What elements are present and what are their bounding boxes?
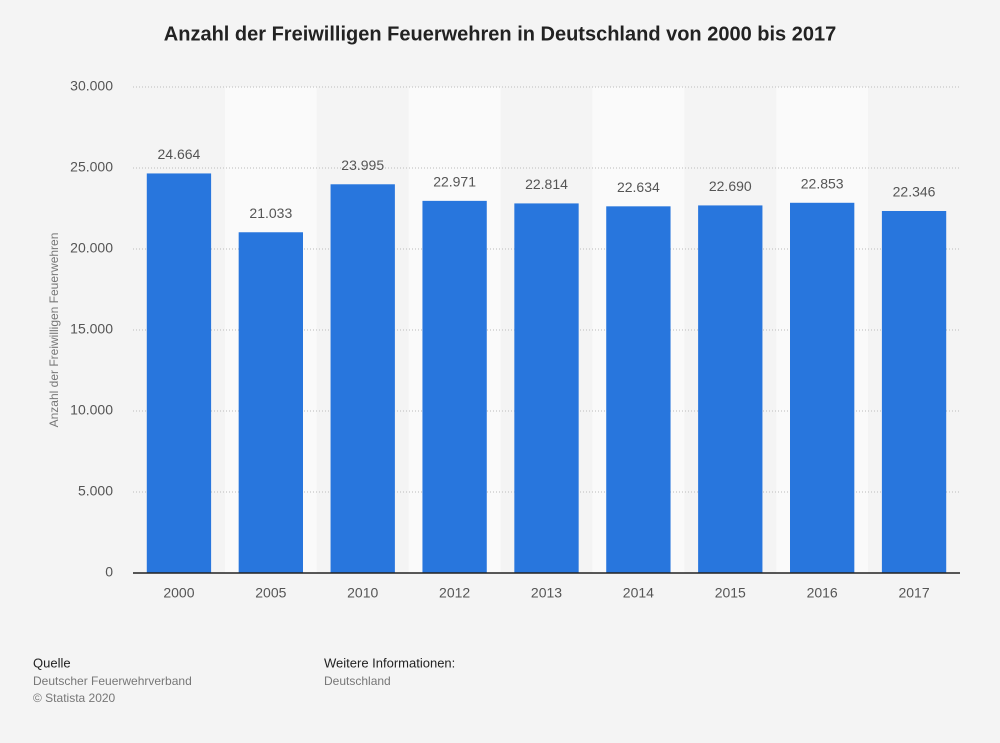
- x-tick-label: 2000: [163, 585, 194, 601]
- copyright: © Statista 2020: [33, 691, 116, 705]
- x-tick-label: 2016: [807, 585, 838, 601]
- y-tick-label: 0: [105, 564, 113, 580]
- y-tick-label: 25.000: [70, 159, 113, 175]
- bar: [698, 205, 763, 573]
- bar: [790, 202, 855, 573]
- info: Deutschland: [324, 674, 391, 688]
- bar: [422, 200, 487, 573]
- y-axis-label: Anzahl der Freiwilligen Feuerwehren: [47, 233, 61, 428]
- value-label: 22.971: [433, 174, 476, 190]
- x-tick-label: 2017: [898, 585, 929, 601]
- value-label: 22.346: [893, 184, 936, 200]
- bar: [514, 203, 579, 573]
- x-tick-label: 2013: [531, 585, 562, 601]
- y-tick-label: 30.000: [70, 78, 113, 94]
- value-label: 22.690: [709, 178, 752, 194]
- info-heading: Weitere Informationen:: [324, 655, 455, 670]
- y-tick-label: 5.000: [78, 483, 113, 499]
- bar: [330, 184, 395, 573]
- chart-title: Anzahl der Freiwilligen Feuerwehren in D…: [164, 23, 836, 45]
- value-label: 22.853: [801, 175, 844, 191]
- source: Deutscher Feuerwehrverband: [33, 674, 192, 688]
- x-tick-label: 2014: [623, 585, 654, 601]
- value-label: 22.814: [525, 176, 568, 192]
- x-tick-label: 2012: [439, 585, 470, 601]
- x-tick-label: 2010: [347, 585, 378, 601]
- x-tick-label: 2015: [715, 585, 746, 601]
- y-tick-label: 20.000: [70, 240, 113, 256]
- value-label: 21.033: [249, 205, 292, 221]
- bar: [606, 206, 671, 573]
- y-tick-label: 10.000: [70, 402, 113, 418]
- bar: [146, 173, 212, 573]
- bar: [881, 210, 947, 573]
- value-label: 24.664: [158, 146, 201, 162]
- source-heading: Quelle: [33, 655, 71, 670]
- x-tick-label: 2005: [255, 585, 286, 601]
- value-label: 22.634: [617, 179, 660, 195]
- bar: [238, 232, 303, 574]
- value-label: 23.995: [341, 157, 384, 173]
- y-tick-label: 15.000: [70, 321, 113, 337]
